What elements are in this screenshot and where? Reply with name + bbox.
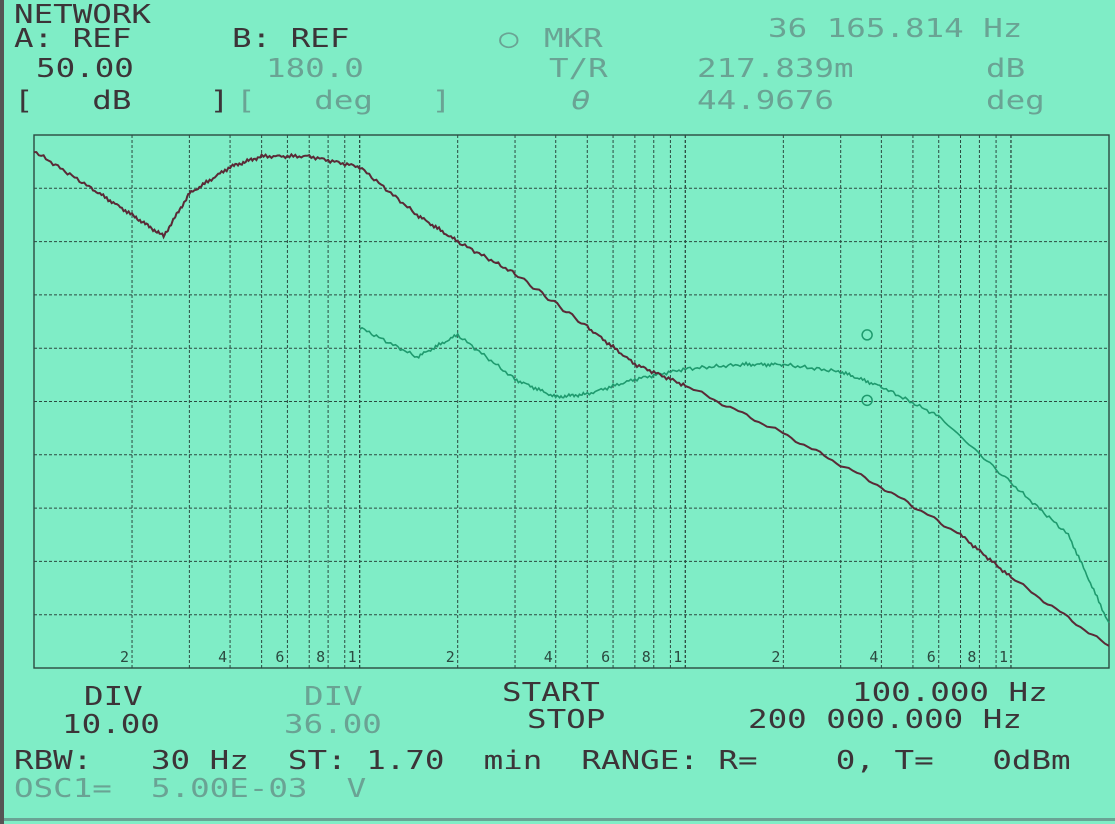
mode-label: NETWORK: [14, 0, 151, 30]
oscillator-line: OSC1= 5.00E-03 V: [14, 774, 367, 804]
x-tick-label: 1: [673, 648, 682, 666]
b-ref-label: B: REF: [232, 24, 350, 54]
x-tick-label: 6: [601, 648, 610, 666]
a-ref-label: A: REF: [14, 24, 132, 54]
marker-label: MKR: [544, 24, 603, 54]
theta-label: θ: [571, 86, 591, 116]
x-tick-label: 4: [544, 648, 553, 666]
b-ref-value: 180.0: [266, 54, 364, 84]
x-tick-label: 8: [642, 648, 651, 666]
theta-unit: deg: [986, 86, 1045, 116]
stop-frequency: 200 000.000 Hz: [748, 705, 1022, 735]
x-tick-label: 6: [927, 648, 936, 666]
marker-frequency: 36 165.814 Hz: [768, 14, 1023, 44]
x-tick-label: 2: [771, 648, 780, 666]
tr-unit: dB: [986, 54, 1026, 84]
x-tick-label: 2: [120, 648, 129, 666]
marker-symbol-icon: ○: [499, 24, 519, 54]
theta-value: 44.9676: [697, 86, 834, 116]
magnitude-marker: [861, 394, 873, 407]
a-ref-value: 50.00: [36, 54, 134, 84]
plot-grid: [33, 134, 1110, 669]
b-unit-label: [ deg ]: [236, 86, 452, 116]
x-tick-label: 1: [348, 648, 357, 666]
x-tick-label: 4: [869, 648, 878, 666]
start-frequency: 100.000 Hz: [852, 678, 1048, 708]
b-div-value: 36.00: [284, 710, 382, 740]
magnitude-trace: [34, 151, 1110, 647]
a-div-value: 10.00: [62, 710, 160, 740]
phase-marker: [861, 329, 873, 341]
phase-trace: [359, 326, 1110, 624]
start-label: START: [502, 678, 600, 708]
tr-value: 217.839m: [697, 54, 854, 84]
rbw-status-line: RBW: 30 Hz ST: 1.70 min RANGE: R= 0, T= …: [14, 746, 1071, 776]
a-div-label: DIV: [84, 682, 143, 712]
trace-markers: [861, 329, 873, 407]
x-tick-label: 1: [999, 648, 1008, 666]
a-unit-label: [ dB ]: [14, 86, 230, 116]
stop-label: STOP: [527, 705, 606, 735]
x-tick-label: 4: [218, 648, 227, 666]
x-tick-label: 6: [275, 648, 284, 666]
b-div-label: DIV: [304, 682, 363, 712]
x-tick-label: 8: [316, 648, 325, 666]
tr-label: T/R: [549, 54, 608, 84]
bottom-divider: [4, 818, 1115, 821]
x-tick-labels: 2 4 6 8 1 2 4 6 8 1 2 4 6 8 1: [120, 648, 1008, 666]
bode-plot: 2 4 6 8 1 2 4 6 8 1 2 4 6 8 1: [33, 134, 1110, 669]
x-tick-label: 8: [967, 648, 976, 666]
x-tick-label: 2: [446, 648, 455, 666]
